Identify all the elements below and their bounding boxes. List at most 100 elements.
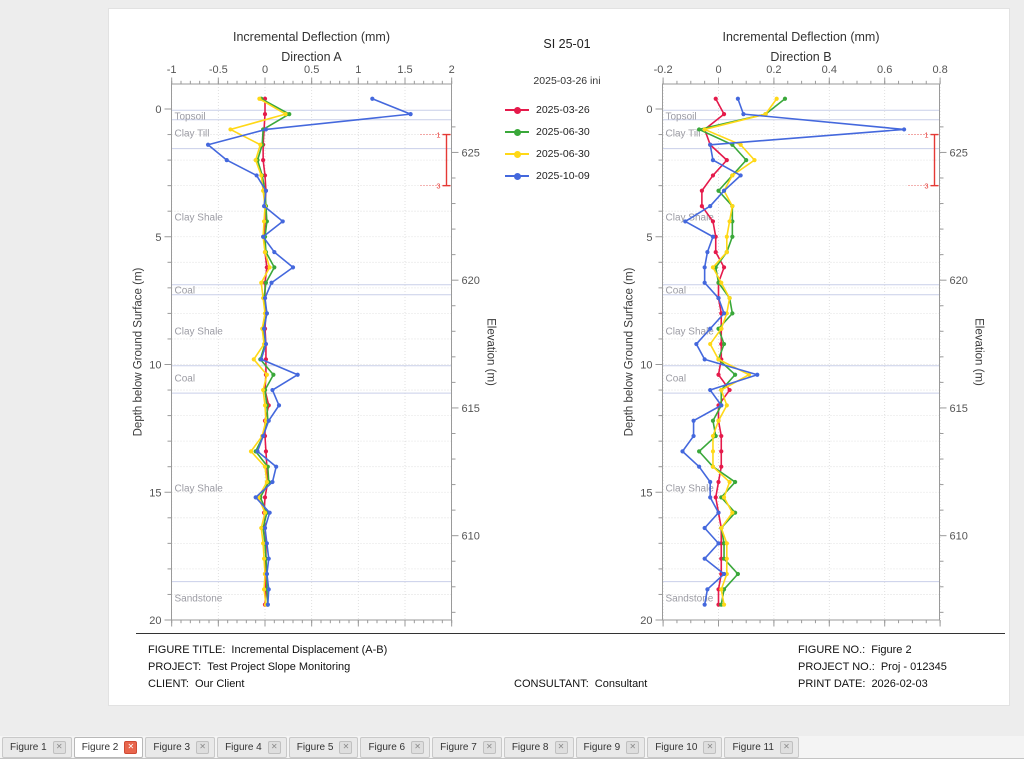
zone-marker: 13 xyxy=(908,131,939,191)
stratum-label: Clay Shale xyxy=(175,213,224,224)
x-tick-label: 2 xyxy=(449,64,455,76)
tab-label: Figure 1 xyxy=(10,741,47,753)
charts-canvas: Topsoil Clay Till Clay Shale Coal Clay Shale… xyxy=(133,30,985,627)
x-tick-label: 1.5 xyxy=(397,64,412,76)
elevation-axis-label: Elevation (m) xyxy=(973,318,985,386)
tab-figure-8[interactable]: Figure 8 ✕ xyxy=(503,736,574,758)
depth-tick-label: 10 xyxy=(640,360,652,372)
tab-label: Figure 11 xyxy=(732,741,774,753)
tab-figure-4[interactable]: Figure 4 ✕ xyxy=(217,736,287,758)
x-tick-label: 0.5 xyxy=(304,64,319,76)
tab-figure-10[interactable]: Figure 10 ✕ xyxy=(647,736,723,758)
zone-marker-bottom-label: 3 xyxy=(436,182,440,191)
x-tick-label: -1 xyxy=(167,64,177,76)
tab-figure-5[interactable]: Figure 5 ✕ xyxy=(288,736,359,758)
stratum-label: Coal xyxy=(175,285,196,296)
tab-label: Figure 8 xyxy=(511,741,549,753)
tab-figure-9[interactable]: Figure 9 ✕ xyxy=(575,736,646,758)
legend-item-label: 2025-10-09 xyxy=(536,170,590,182)
tab-label: Figure 9 xyxy=(583,741,621,753)
x-tick-label: 1 xyxy=(355,64,361,76)
figure-tab-bar: Figure 1 ✕ Figure 2 ✕ Figure 3 ✕ Figure 4 ✕ Figu… xyxy=(0,736,1024,759)
depth-tick-label: 20 xyxy=(149,615,161,627)
legend-item: 2025-06-30 xyxy=(505,143,637,165)
tab-close-icon[interactable]: ✕ xyxy=(196,740,210,754)
stratum-label: Clay Shale xyxy=(175,326,224,337)
tab-figure-11[interactable]: Figure 11 ✕ xyxy=(724,736,799,758)
tab-close-icon[interactable]: ✕ xyxy=(703,740,717,754)
tab-label: Figure 6 xyxy=(368,741,406,753)
tab-label: Figure 3 xyxy=(153,741,191,753)
zone-marker-bottom-label: 3 xyxy=(924,182,928,191)
tab-label: Figure 2 xyxy=(81,741,119,753)
stratum-label: Topsoil xyxy=(175,112,206,123)
chart-direction-a: Topsoil Clay Till Clay Shale Coal Clay Shale… xyxy=(133,30,497,627)
legend-title: SI 25-01 xyxy=(543,37,591,51)
x-tick-label: 0.4 xyxy=(822,64,837,76)
tab-figure-1[interactable]: Figure 1 ✕ xyxy=(2,736,72,758)
stratum-label: Clay Shale xyxy=(666,326,715,337)
chart-title: Incremental Deflection (mm) xyxy=(233,30,390,44)
title-block-rule xyxy=(136,633,1005,634)
tab-label: Figure 10 xyxy=(655,741,698,753)
chart-subtitle: Direction A xyxy=(281,50,342,64)
project-no-field: PROJECT NO.: Proj - 012345 xyxy=(798,661,947,673)
stratum-label: Coal xyxy=(666,285,687,296)
tab-figure-6[interactable]: Figure 6 ✕ xyxy=(360,736,431,758)
series-2025-10-09 xyxy=(205,96,413,607)
legend-item: 2025-06-30 xyxy=(505,121,637,143)
stratum-label: Clay Shale xyxy=(666,483,715,494)
series-2025-06-30 xyxy=(702,96,779,607)
elevation-tick-label: 620 xyxy=(950,275,968,287)
strata-layers: Topsoil Clay Till Clay Shale Coal Clay Shale… xyxy=(171,109,452,604)
client-field: CLIENT: Our Client xyxy=(148,678,245,690)
stratum-label: Topsoil xyxy=(666,112,697,123)
legend-item: 2025-03-26 xyxy=(505,99,637,121)
elevation-tick-label: 615 xyxy=(950,403,968,415)
tab-figure-2[interactable]: Figure 2 ✕ xyxy=(73,736,144,758)
stratum-label: Coal xyxy=(666,374,687,385)
tab-figure-3[interactable]: Figure 3 ✕ xyxy=(145,736,216,758)
stratum-label: Clay Shale xyxy=(175,483,224,494)
tab-close-icon[interactable]: ✕ xyxy=(124,740,138,754)
chart-direction-b: Topsoil Clay Till Clay Shale Coal Clay Shale… xyxy=(624,30,985,627)
elevation-tick-label: 625 xyxy=(950,147,968,159)
elevation-tick-label: 610 xyxy=(462,531,480,543)
tab-figure-7[interactable]: Figure 7 ✕ xyxy=(432,736,502,758)
legend-initial-date: 2025-03-26 ini xyxy=(533,75,601,87)
chart-title: Incremental Deflection (mm) xyxy=(723,30,880,44)
elevation-tick-label: 615 xyxy=(462,403,480,415)
elevation-axis-label: Elevation (m) xyxy=(485,318,497,386)
tab-close-icon[interactable]: ✕ xyxy=(626,740,640,754)
legend-item-label: 2025-06-30 xyxy=(536,148,590,160)
x-tick-label: -0.2 xyxy=(654,64,673,76)
depth-tick-label: 0 xyxy=(155,104,161,116)
series-marker-icon xyxy=(505,150,529,158)
stratum-label: Coal xyxy=(175,374,196,385)
elevation-tick-label: 610 xyxy=(950,531,968,543)
depth-tick-label: 15 xyxy=(640,487,652,499)
series-marker-icon xyxy=(505,106,529,114)
series-2025-10-09 xyxy=(680,96,907,607)
tab-close-icon[interactable]: ✕ xyxy=(482,740,496,754)
figure-title-field: FIGURE TITLE: Incremental Displacement (A… xyxy=(148,644,388,656)
stratum-label: Clay Till xyxy=(175,128,210,139)
series-marker-icon xyxy=(505,128,529,136)
tab-close-icon[interactable]: ✕ xyxy=(554,740,568,754)
x-tick-label: 0.8 xyxy=(932,64,947,76)
depth-tick-label: 10 xyxy=(149,360,161,372)
depth-tick-label: 0 xyxy=(646,104,652,116)
legend-item-label: 2025-06-30 xyxy=(536,126,590,138)
tab-close-icon[interactable]: ✕ xyxy=(52,740,66,754)
tab-close-icon[interactable]: ✕ xyxy=(267,740,281,754)
tab-close-icon[interactable]: ✕ xyxy=(779,740,793,754)
tab-close-icon[interactable]: ✕ xyxy=(339,740,353,754)
x-tick-label: -0.5 xyxy=(209,64,228,76)
legend-items: 2025-03-26 2025-06-30 2025-06-30 2025-10… xyxy=(497,99,637,187)
report-page: Topsoil Clay Till Clay Shale Coal Clay Shale… xyxy=(108,8,1010,706)
project-field: PROJECT: Test Project Slope Monitoring xyxy=(148,661,351,673)
tab-close-icon[interactable]: ✕ xyxy=(411,740,425,754)
zone-marker-top-label: 1 xyxy=(924,131,928,140)
zone-marker-top-label: 1 xyxy=(436,131,440,140)
